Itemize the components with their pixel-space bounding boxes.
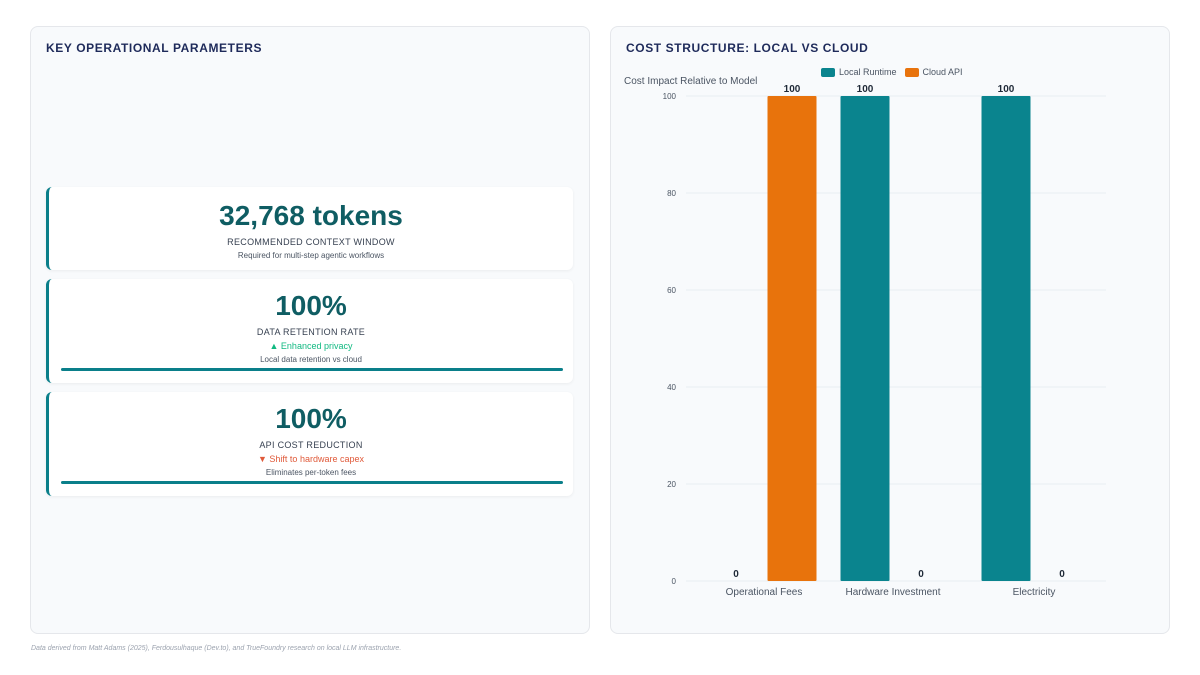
metric-description: Local data retention vs cloud <box>260 355 362 364</box>
data-label: 100 <box>784 84 801 95</box>
legend-item-cloud[interactable]: Cloud API <box>904 67 963 77</box>
y-tick-label: 0 <box>672 577 677 586</box>
bar-cloud-api <box>767 96 817 581</box>
y-tick-label: 40 <box>667 383 676 392</box>
source-footnote: Data derived from Matt Adams (2025), Fer… <box>31 645 402 652</box>
y-tick-label: 80 <box>667 189 676 198</box>
bar-local-runtime <box>840 96 890 581</box>
metric-label: API COST REDUCTION <box>259 440 363 450</box>
cost-structure-panel: COST STRUCTURE: LOCAL VS CLOUD Local Run… <box>610 26 1170 634</box>
y-tick-label: 20 <box>667 480 676 489</box>
legend-swatch <box>904 67 919 77</box>
metric-label: DATA RETENTION RATE <box>256 327 366 337</box>
legend-item-local[interactable]: Local Runtime <box>821 67 897 77</box>
chart-legend: Local Runtime Cloud API <box>821 67 963 77</box>
metric-value: 32,768 tokens <box>219 200 403 231</box>
metric-trend: ▼ Shift to hardware capex <box>258 454 364 464</box>
context-window-card: 32,768 tokens RECOMMENDED CONTEXT WINDOW… <box>46 187 573 270</box>
x-tick-label: Electricity <box>1013 587 1056 598</box>
metric-label: RECOMMENDED CONTEXT WINDOW <box>227 237 395 247</box>
cost-bar-chart: 0 20 40 60 80 100 Cost Impact Relative to Mode… <box>624 76 1106 598</box>
operational-parameters-title: KEY OPERATIONAL PARAMETERS <box>46 41 263 55</box>
y-tick-label: 100 <box>663 92 677 101</box>
x-tick-label: Operational Fees <box>726 587 803 598</box>
legend-label: Local Runtime <box>839 67 897 77</box>
operational-parameters-panel: KEY OPERATIONAL PARAMETERS 32,768 tokens… <box>30 26 590 634</box>
legend-label: Cloud API <box>922 67 963 77</box>
data-label: 0 <box>733 569 739 580</box>
metric-description: Eliminates per-token fees <box>265 468 357 477</box>
api-cost-card: 100% API COST REDUCTION ▼ Shift to hardw… <box>46 392 573 496</box>
x-tick-label: Hardware Investment <box>845 587 940 598</box>
data-label: 0 <box>1059 569 1065 580</box>
metric-value: 100% <box>275 403 347 434</box>
metric-description: Required for multi-step agentic workflow… <box>237 251 385 260</box>
legend-swatch <box>821 67 835 77</box>
data-label: 100 <box>998 84 1015 95</box>
cost-structure-title: COST STRUCTURE: LOCAL VS CLOUD <box>626 41 869 55</box>
cost-progress-bar <box>61 481 563 484</box>
metric-value: 100% <box>275 290 347 321</box>
bar-local-runtime <box>981 96 1031 581</box>
y-tick-label: 60 <box>667 286 676 295</box>
data-retention-card: 100% DATA RETENTION RATE ▲ Enhanced priv… <box>46 279 573 383</box>
data-label: 100 <box>857 84 874 95</box>
data-label: 0 <box>918 569 924 580</box>
y-axis-label: Cost Impact Relative to Model <box>624 76 757 87</box>
retention-progress-bar <box>61 368 563 371</box>
metric-trend: ▲ Enhanced privacy <box>269 341 353 351</box>
